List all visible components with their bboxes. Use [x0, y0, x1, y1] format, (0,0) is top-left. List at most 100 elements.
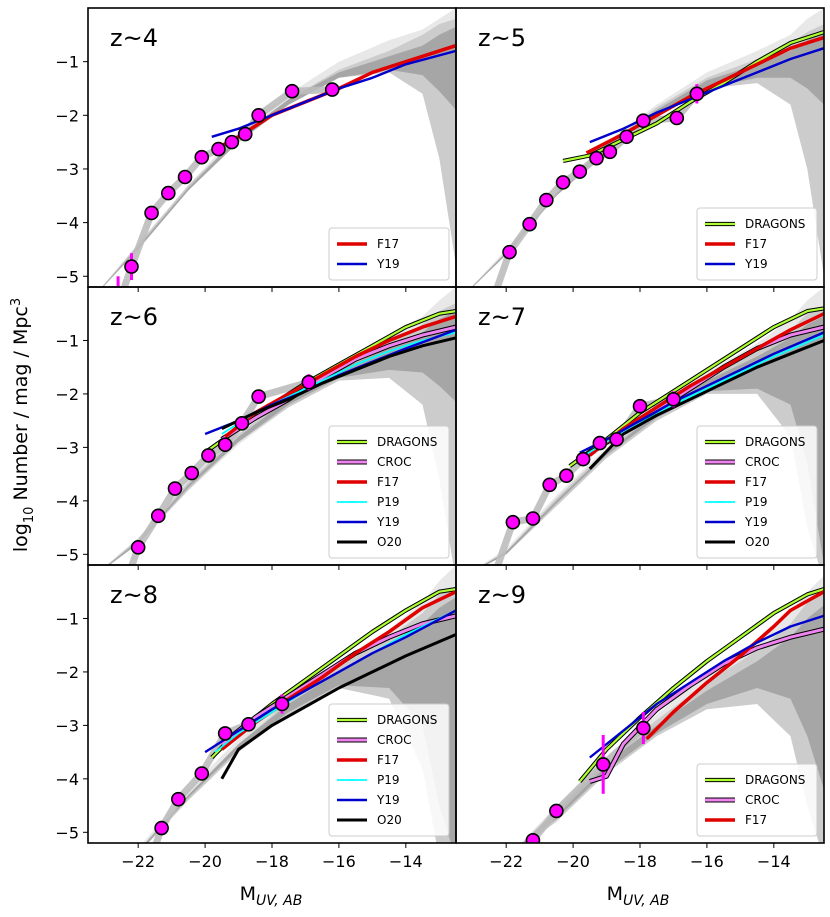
data-point [160, 185, 176, 201]
legend-label-croc: CROC [377, 733, 412, 747]
data-point [194, 766, 210, 781]
series-y19 [211, 49, 456, 138]
data-point [144, 205, 159, 221]
series-dragons [569, 307, 824, 467]
x-tick-label: −18 [255, 852, 289, 871]
legend-box [328, 227, 450, 281]
data-point [124, 259, 139, 274]
legend-label-y19: Y19 [376, 793, 400, 807]
data-point [525, 511, 541, 526]
band-inner [102, 26, 456, 287]
legend: DRAGONS F17 Y19 [696, 207, 818, 281]
legend-box [328, 703, 450, 837]
y-tick-label: −1 [55, 331, 79, 350]
series-f17 [588, 312, 824, 457]
plot-area [142, 565, 456, 843]
y-tick-label: −4 [55, 770, 79, 789]
legend-label-f17: F17 [745, 813, 767, 827]
legend-label-o20: O20 [377, 813, 402, 827]
x-tick-label: −20 [188, 852, 222, 871]
data-point [237, 126, 253, 142]
observed-fit-curve [120, 86, 336, 287]
y-axis-label: log10 Number / mag / Mpc3 [9, 298, 37, 552]
legend-label-dragons: DRAGONS [745, 435, 805, 449]
legend-label-dragons: DRAGONS [377, 435, 437, 449]
data-point [589, 150, 604, 166]
data-point [167, 481, 183, 496]
data-point [251, 108, 266, 123]
x-tick-label: −20 [556, 852, 590, 871]
legend-label-p19: P19 [377, 773, 400, 787]
legend-label-y19: Y19 [744, 257, 768, 271]
legend-label-f17: F17 [377, 237, 399, 251]
x-tick-label: −14 [389, 852, 423, 871]
data-point [502, 244, 517, 260]
legend: DRAGONS CROC F17 P19 Y19 O20 [328, 425, 450, 559]
plot-area [471, 8, 824, 287]
data-point [217, 726, 233, 741]
x-tick-label: −16 [322, 852, 356, 871]
panel-title: z~4 [110, 24, 158, 52]
data-point [224, 134, 240, 150]
data-point [522, 216, 537, 232]
data-point [609, 432, 624, 447]
data-point [669, 110, 685, 126]
legend-label-y19: Y19 [376, 515, 400, 529]
data-point [689, 86, 705, 102]
legend-label-o20: O20 [377, 535, 402, 549]
legend-label-dragons: DRAGONS [745, 773, 805, 787]
data-point [177, 169, 193, 185]
series-o20 [588, 339, 824, 470]
y-tick-label: −2 [55, 663, 79, 682]
y-tick-label: −5 [55, 267, 79, 286]
x-tick-label: −22 [121, 852, 155, 871]
data-point [555, 175, 571, 190]
x-tick-label: −16 [690, 852, 724, 871]
data-point [559, 468, 574, 484]
legend-label-f17: F17 [377, 475, 399, 489]
y-tick-label: −4 [55, 214, 79, 233]
data-point [636, 113, 651, 128]
series-croc [220, 325, 456, 441]
legend-label-croc: CROC [745, 455, 780, 469]
legend-label-f17: F17 [745, 237, 767, 251]
series-o20 [220, 633, 456, 780]
data-point [602, 144, 618, 160]
plot-area [101, 8, 456, 287]
y-tick-label: −2 [55, 385, 79, 404]
data-point [619, 129, 634, 145]
legend: DRAGONS CROC F17 [696, 763, 818, 837]
data-point [154, 820, 169, 836]
legend-box [696, 425, 818, 559]
data-point [130, 540, 146, 555]
data-point [666, 391, 681, 407]
data-point [171, 791, 186, 807]
data-point [301, 374, 317, 390]
legend-label-dragons: DRAGONS [377, 713, 437, 727]
panel-title: z~5 [478, 24, 526, 52]
panel-title: z~6 [110, 303, 158, 331]
y-tick-label: −3 [55, 160, 79, 179]
data-point [201, 448, 216, 463]
x-axis-label-left: MUV, AB [240, 883, 303, 909]
panel-title: z~7 [478, 303, 526, 331]
legend-box [328, 425, 450, 559]
legend-label-p19: P19 [377, 495, 400, 509]
plot-area [106, 287, 456, 565]
legend-label-croc: CROC [377, 455, 412, 469]
x-tick-label: −22 [489, 852, 523, 871]
data-point [251, 389, 266, 404]
data-point [632, 398, 648, 414]
band-mid [101, 18, 456, 287]
y-tick-label: −3 [55, 716, 79, 735]
data-point [636, 720, 651, 736]
legend-label-o20: O20 [745, 535, 770, 549]
panel-title: z~9 [478, 581, 526, 609]
panel-z9: −22 −20 −18 −16 −14 z~9 DRAGONS CROC F17 [455, 564, 825, 871]
series-o20 [221, 336, 456, 431]
observed-fit-curve [128, 378, 313, 565]
data-point [505, 514, 521, 530]
legend-label-y19: Y19 [744, 515, 768, 529]
